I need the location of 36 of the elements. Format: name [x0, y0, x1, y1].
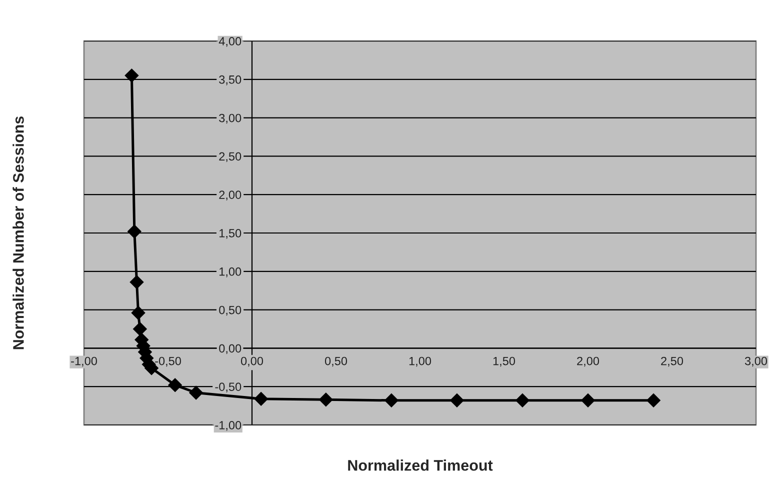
point [127, 224, 142, 238]
y-tick-label: 0,50 [219, 306, 242, 316]
y-axis-title: Normalized Number of Sessions [12, 116, 24, 350]
point [168, 378, 182, 392]
point [319, 392, 333, 407]
y-tick-label: 0,00 [219, 344, 242, 354]
x-tick-label: 0,50 [324, 356, 348, 367]
x-tick-label: 2,00 [577, 356, 600, 367]
y-tick-label: -1,00 [215, 421, 242, 431]
y-tick-label: 4,00 [218, 37, 242, 47]
point [516, 394, 530, 408]
x-tick-label: 2,50 [661, 356, 684, 367]
y-tick-label: 3,00 [219, 114, 242, 124]
point [131, 306, 146, 320]
y-tick-label: -0,50 [215, 382, 242, 392]
x-axis-title: Normalized Timeout [348, 460, 493, 471]
y-tick-label: 1,00 [220, 267, 242, 278]
point [130, 275, 144, 290]
y-tick-label: 2,50 [219, 152, 242, 162]
y-tick-label: 2,00 [219, 190, 242, 200]
x-tick-label: 3,00 [744, 356, 768, 367]
x-tick-label: -0,50 [155, 356, 181, 367]
point [254, 392, 268, 406]
point [124, 68, 139, 82]
y-tick-label: 1,50 [220, 229, 242, 239]
point [581, 394, 595, 408]
point [450, 394, 464, 408]
y-tick-label: 3,50 [219, 75, 242, 86]
point [384, 394, 398, 408]
x-tick-label: 0,00 [240, 356, 264, 367]
x-tick-label: 1,00 [409, 356, 432, 367]
point [646, 394, 660, 408]
point [133, 322, 147, 336]
x-tick-label: 1,50 [493, 356, 516, 367]
x-tick-label: -1,00 [71, 356, 97, 367]
point [189, 386, 203, 400]
